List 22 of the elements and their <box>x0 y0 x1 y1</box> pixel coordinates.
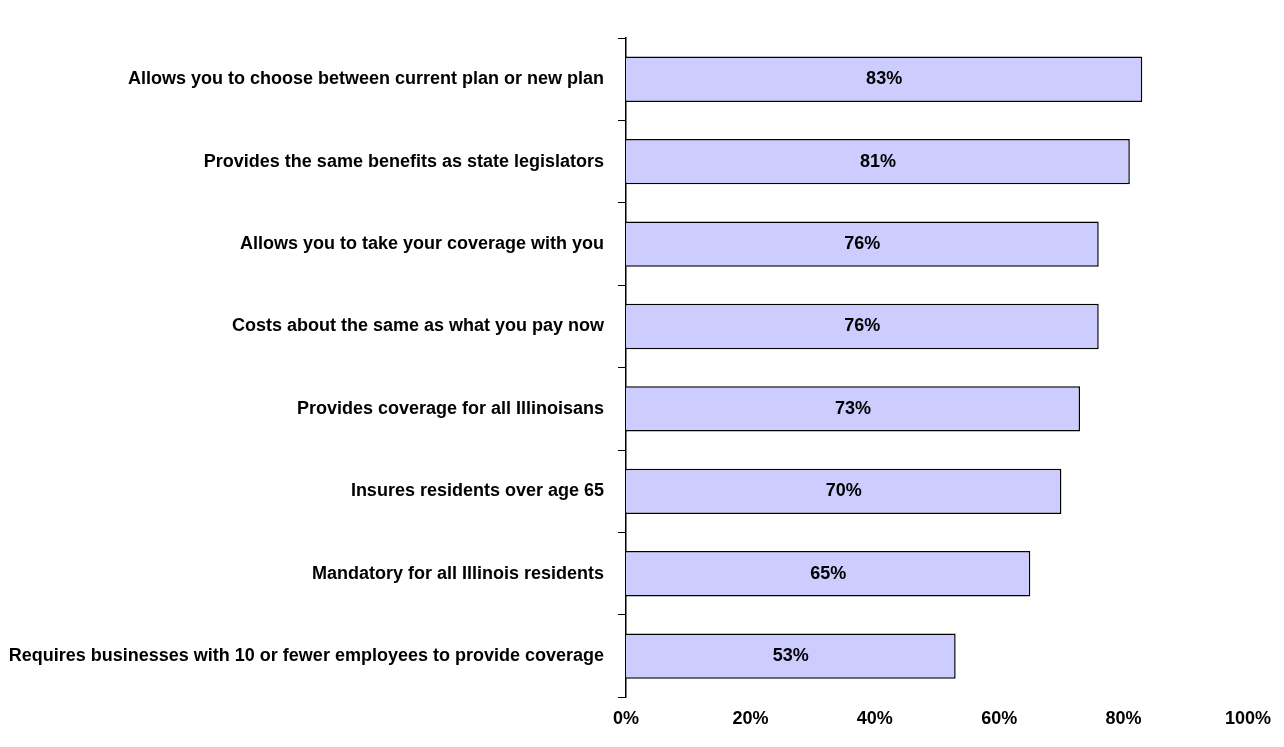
x-tick-label: 60% <box>981 708 1018 729</box>
x-tick-label: 0% <box>612 708 640 729</box>
data-label: 76% <box>844 233 881 254</box>
x-tick-label: 80% <box>1105 708 1142 729</box>
y-tick-label: Mandatory for all Illinois residents <box>311 562 604 583</box>
data-label: 53% <box>772 645 809 666</box>
x-tick-label: 20% <box>732 708 769 729</box>
x-tick-label: 100% <box>1224 708 1272 729</box>
data-label: 83% <box>866 68 903 89</box>
y-tick-label: Costs about the same as what you pay now <box>231 315 605 336</box>
y-tick-label: Insures residents over age 65 <box>350 480 604 501</box>
y-tick-label: Provides the same benefits as state legislators <box>203 150 604 171</box>
data-label: 76% <box>844 315 881 336</box>
y-tick-label: Allows you to take your coverage with you <box>239 233 604 254</box>
data-label: 65% <box>810 562 847 583</box>
y-tick-label: Allows you to choose between current plan or new plan <box>127 68 604 89</box>
x-tick-label: 40% <box>856 708 893 729</box>
y-tick-label: Requires businesses with 10 or fewer employees to provide coverage <box>8 645 604 666</box>
y-tick-label: Provides coverage for all Illinoisans <box>296 397 604 418</box>
data-label: 70% <box>825 480 862 501</box>
data-label: 81% <box>859 150 896 171</box>
data-label: 73% <box>835 397 872 418</box>
